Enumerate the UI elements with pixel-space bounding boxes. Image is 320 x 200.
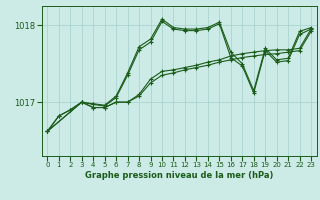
X-axis label: Graphe pression niveau de la mer (hPa): Graphe pression niveau de la mer (hPa) — [85, 171, 273, 180]
